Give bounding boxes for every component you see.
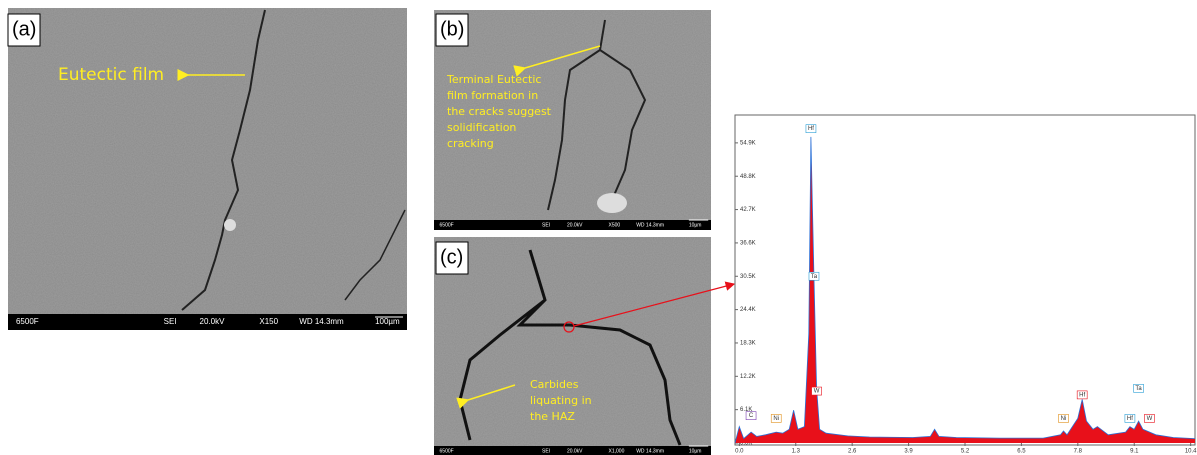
y-tick-label: 36.6K [740,240,756,246]
info-bar-text: X1,000 [609,448,625,454]
annotation: film formation in [447,89,538,102]
y-tick-label: 18.3K [740,341,756,347]
peak-label: Ni [773,416,779,422]
info-bar-text: SEI [542,222,550,228]
info-bar-text: 20.0kV [200,317,226,326]
annotation: Carbides [530,378,579,391]
info-bar-text: 6500F [16,317,39,326]
info-bar-text: SEI [164,317,177,326]
figure: (a) Eutectic film 6500F SEI 20.0kV X150 WD 14.… [0,0,1197,455]
x-tick-label: 0.0 [735,449,744,455]
peak-label: Ni [1061,416,1067,422]
info-bar-text: 10µm [689,222,702,228]
info-bar-text: X500 [609,222,621,228]
peak-label: W [814,389,820,395]
peak-label: Hf [808,126,814,132]
info-bar-text: 20.0kV [567,448,583,454]
annotation: the HAZ [530,410,575,423]
annotation: liquating in [530,394,592,407]
x-tick-label: 1.3 [792,449,801,455]
panel-label: (b) [440,18,464,40]
y-tick-label: 12.2K [740,374,756,380]
sem-image-a [8,8,407,330]
spectrum-frame [735,115,1195,445]
info-bar-text: 10µm [689,448,702,454]
annotation: cracking [447,137,494,150]
y-tick-label: 24.4K [740,307,756,313]
info-bar-text: WD 14.3mm [636,448,664,454]
y-tick-label: 54.9K [740,140,756,146]
panel-label: (a) [12,18,36,40]
x-tick-label: 7.8 [1074,449,1083,455]
info-bar-text: X150 [259,317,278,326]
x-tick-label: 9.1 [1130,449,1139,455]
annotation: solidification [447,121,516,134]
info-bar-text: 6500F [440,448,454,454]
x-tick-label: 3.9 [904,449,913,455]
peak-label: Ta [1135,386,1142,392]
peak-label: Hf [1079,392,1085,398]
annotation: the cracks suggest [447,105,552,118]
peak-label: C [749,413,754,419]
x-tick-label: 10.4 [1185,449,1197,455]
panel-label: (c) [440,246,463,268]
annotation: Eutectic film [58,65,164,85]
annotation: Terminal Eutectic [446,73,541,86]
peak-label: Ta [811,274,818,280]
x-tick-label: 6.5 [1017,449,1026,455]
info-bar-text: SEI [542,448,550,454]
x-tick-label: 2.6 [848,449,857,455]
info-bar-text: 6500F [440,222,454,228]
info-bar-text: 100µm [375,317,400,326]
peak-label: W [1147,416,1153,422]
info-bar-text: WD 14.3mm [299,317,344,326]
y-tick-label: 48.8K [740,174,756,180]
x-tick-label: 5.2 [961,449,970,455]
peak-label: Hf [1127,416,1133,422]
y-tick-label: 30.5K [740,274,756,280]
info-bar-text: 20.0kV [567,222,583,228]
y-tick-label: 42.7K [740,207,756,213]
sem-image-b [434,10,711,230]
info-bar-text: WD 14.3mm [636,222,664,228]
